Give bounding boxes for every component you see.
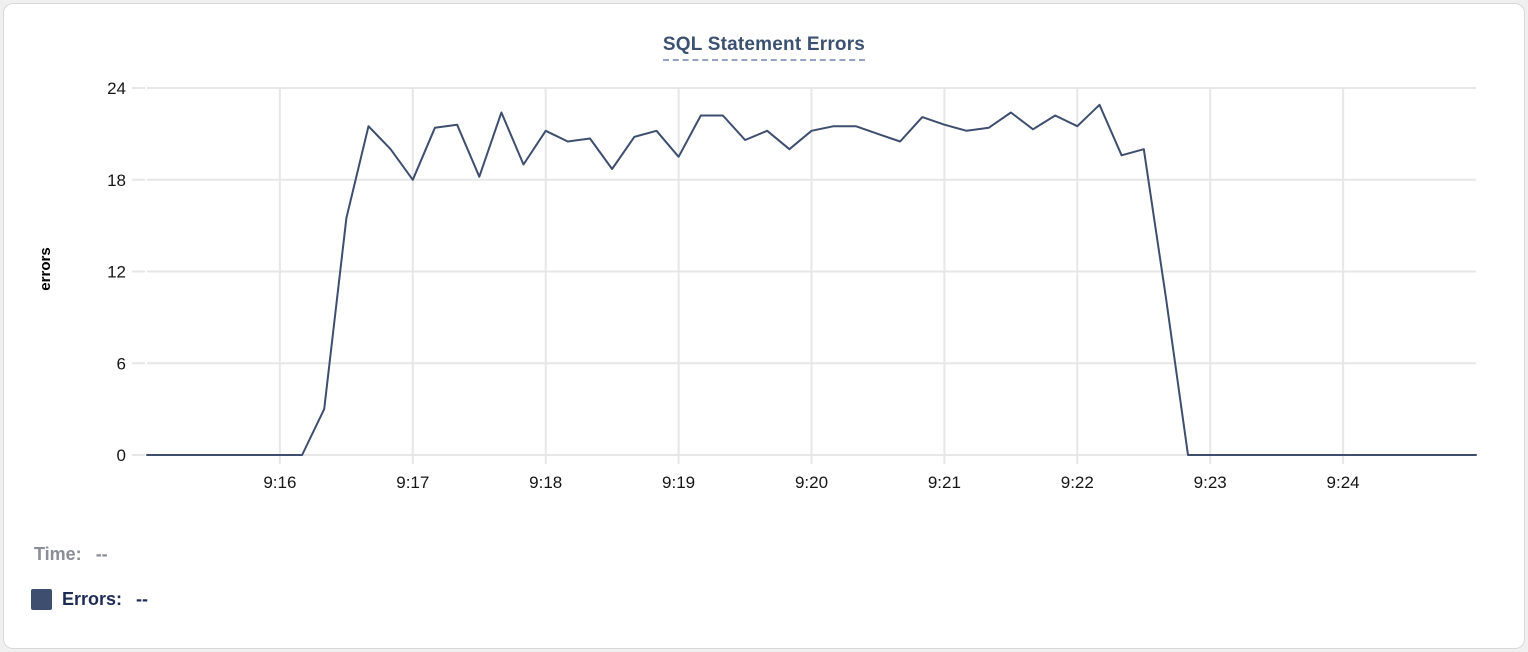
legend-time-label: Time: (34, 543, 82, 564)
chart-title[interactable]: SQL Statement Errors (662, 34, 866, 61)
svg-text:9:24: 9:24 (1327, 473, 1360, 492)
axis-labels: 0 6 12 18 24 9:16 9:17 9:18 9:19 9:20 9:21 9:22 9:23… (107, 79, 1360, 492)
plot-area-hover-target[interactable] (147, 88, 1476, 455)
svg-text:12: 12 (107, 263, 126, 282)
svg-text:9:19: 9:19 (662, 473, 695, 492)
svg-text:18: 18 (107, 171, 126, 190)
svg-text:9:16: 9:16 (263, 473, 296, 492)
legend-errors-row[interactable]: Errors: -- (31, 587, 148, 611)
legend-time-row: Time: -- (31, 542, 148, 566)
svg-text:0: 0 (117, 446, 126, 465)
svg-text:9:21: 9:21 (928, 473, 961, 492)
svg-text:9:20: 9:20 (795, 473, 828, 492)
chart-panel: SQL Statement Errors 0 6 12 18 24 9:16 9:17 9:1… (3, 3, 1525, 649)
hover-legend: Time: -- Errors: -- (31, 542, 148, 632)
y-axis-title: errors (37, 247, 54, 290)
chart-title-wrap: SQL Statement Errors (4, 34, 1524, 61)
errors-series-line (146, 103, 1477, 456)
axis-ticks (132, 87, 1345, 464)
grid-lines (147, 87, 1476, 456)
svg-text:9:23: 9:23 (1194, 473, 1227, 492)
legend-errors-label: Errors: (62, 588, 123, 609)
chart-canvas[interactable]: 0 6 12 18 24 9:16 9:17 9:18 9:19 9:20 9:21 9:22 9:23… (4, 4, 1525, 509)
svg-text:9:22: 9:22 (1061, 473, 1094, 492)
svg-text:9:18: 9:18 (529, 473, 562, 492)
svg-text:6: 6 (117, 354, 126, 373)
svg-text:24: 24 (107, 79, 126, 98)
svg-text:9:17: 9:17 (396, 473, 429, 492)
errors-series-swatch-icon (31, 588, 52, 610)
legend-time-value: -- (95, 543, 108, 564)
legend-errors-value: -- (136, 588, 149, 609)
